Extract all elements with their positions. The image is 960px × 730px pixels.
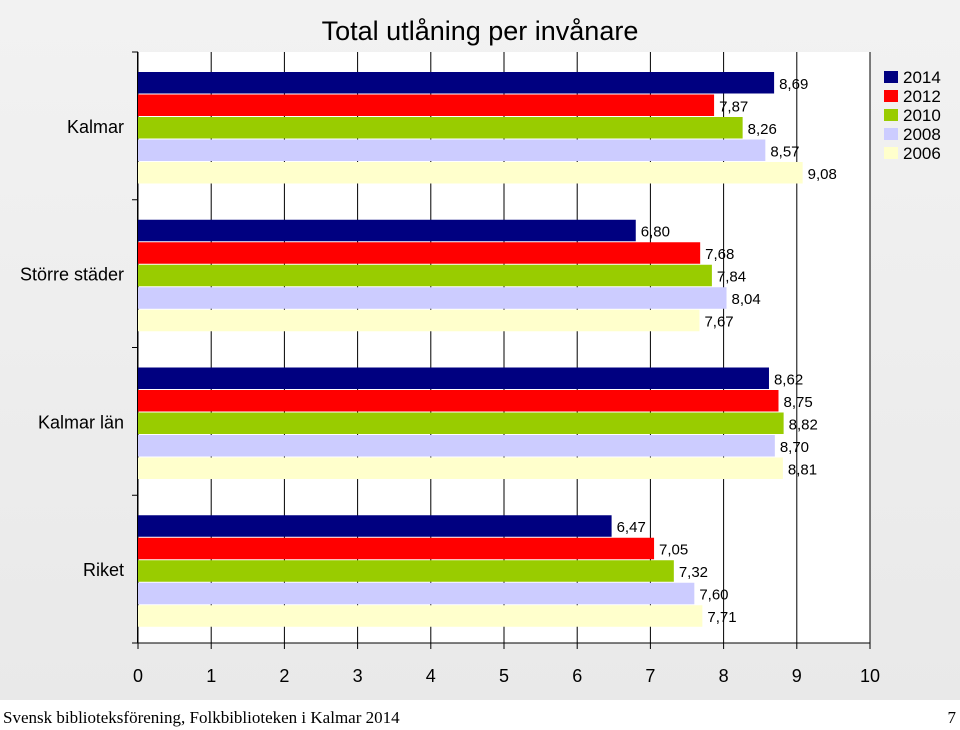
bar bbox=[138, 367, 769, 389]
bar bbox=[138, 94, 715, 116]
data-label: 8,04 bbox=[732, 291, 761, 308]
data-label: 8,75 bbox=[784, 394, 813, 411]
bar bbox=[138, 412, 784, 434]
x-tick-label: 0 bbox=[133, 666, 143, 686]
chart-area: 0 1 2 3 4 5 6 7 8 9 10 Kalmar Större städer Kalmar lä… bbox=[0, 0, 960, 700]
data-label: 8,57 bbox=[770, 143, 799, 160]
x-tick-label: 2 bbox=[279, 666, 289, 686]
footer-text: Svensk biblioteksförening, Folkbibliotek… bbox=[3, 708, 400, 727]
x-tick-label: 4 bbox=[426, 666, 436, 686]
bar-chart: 0 1 2 3 4 5 6 7 8 9 10 Kalmar Större städer Kalmar lä… bbox=[20, 16, 941, 686]
legend-label: 2014 bbox=[903, 68, 941, 87]
bar bbox=[138, 139, 766, 161]
data-label: 7,71 bbox=[707, 609, 736, 626]
bar bbox=[138, 582, 695, 605]
legend-label: 2010 bbox=[903, 106, 941, 125]
x-tick-label: 9 bbox=[792, 666, 802, 686]
data-label: 6,47 bbox=[617, 519, 646, 536]
data-label: 8,70 bbox=[780, 439, 809, 456]
data-label: 8,82 bbox=[789, 416, 818, 433]
x-tick-label: 3 bbox=[353, 666, 363, 686]
data-label: 7,05 bbox=[659, 542, 688, 559]
bar bbox=[138, 219, 636, 242]
legend-swatch bbox=[884, 71, 898, 83]
data-label: 7,87 bbox=[719, 98, 748, 115]
x-tick-label: 7 bbox=[645, 666, 655, 686]
x-tick-label: 5 bbox=[499, 666, 509, 686]
category-label: Större städer bbox=[20, 265, 124, 285]
bar bbox=[138, 264, 712, 287]
axes: 0 1 2 3 4 5 6 7 8 9 10 Kalmar Större städer Kalmar lä… bbox=[20, 51, 880, 686]
footer: Svensk biblioteksförening, Folkbibliotek… bbox=[0, 700, 960, 730]
bar bbox=[138, 242, 701, 264]
data-label: 8,26 bbox=[748, 121, 777, 138]
data-label: 7,84 bbox=[717, 269, 746, 286]
chart-title: Total utlåning per invånare bbox=[322, 16, 639, 46]
x-tick-label: 6 bbox=[572, 666, 582, 686]
bar bbox=[138, 457, 783, 479]
legend-label: 2008 bbox=[903, 125, 941, 144]
category-label: Kalmar bbox=[67, 117, 124, 137]
data-label: 7,68 bbox=[705, 246, 734, 263]
bar bbox=[138, 162, 803, 184]
data-label: 8,62 bbox=[774, 371, 803, 388]
bar bbox=[138, 287, 727, 309]
legend-label: 2012 bbox=[903, 87, 941, 106]
legend-swatch bbox=[884, 128, 898, 140]
data-label: 7,32 bbox=[679, 564, 708, 581]
x-tick-label: 8 bbox=[719, 666, 729, 686]
data-label: 9,08 bbox=[808, 166, 837, 183]
legend-swatch bbox=[884, 90, 898, 102]
category-label: Kalmar län bbox=[38, 412, 124, 432]
bar bbox=[138, 435, 775, 457]
bar bbox=[138, 605, 703, 627]
x-tick-label: 10 bbox=[860, 666, 880, 686]
data-label: 7,67 bbox=[704, 314, 733, 331]
page-number: 7 bbox=[947, 708, 957, 727]
bars bbox=[138, 72, 803, 627]
bar bbox=[138, 117, 743, 139]
legend-swatch bbox=[884, 147, 898, 159]
bar bbox=[138, 560, 674, 582]
data-label: 6,80 bbox=[641, 224, 670, 241]
category-label: Riket bbox=[83, 560, 124, 580]
legend-label: 2006 bbox=[903, 144, 941, 163]
bar bbox=[138, 515, 612, 537]
data-label: 8,69 bbox=[779, 76, 808, 93]
legend-swatch bbox=[884, 109, 898, 121]
bar bbox=[138, 390, 779, 412]
bar bbox=[138, 537, 655, 560]
x-tick-label: 1 bbox=[206, 666, 216, 686]
bar bbox=[138, 309, 700, 332]
data-labels: 8,69 7,878,26 8,57 9,08 6,80 7,68 7,84 8,04 7,67… bbox=[617, 76, 837, 626]
data-label: 8,81 bbox=[788, 461, 817, 478]
data-label: 7,60 bbox=[699, 587, 728, 604]
bar bbox=[138, 72, 775, 94]
